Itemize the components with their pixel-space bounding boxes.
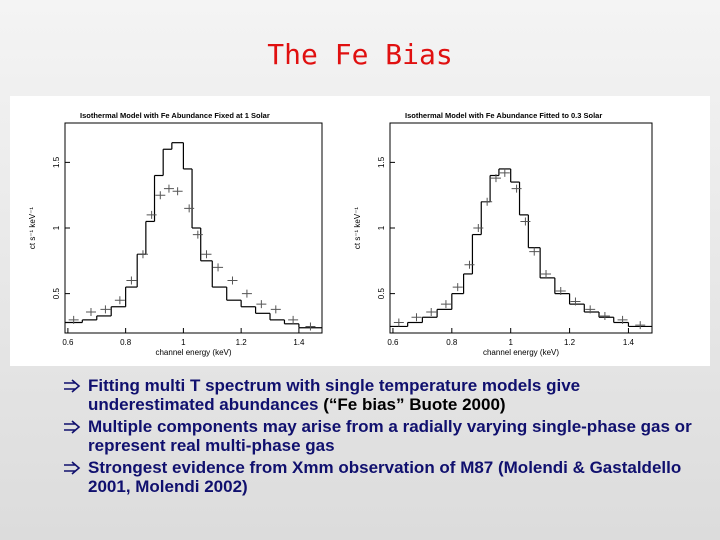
data-point <box>570 297 581 306</box>
data-point <box>635 321 646 330</box>
y-tick-label: 1 <box>52 225 61 230</box>
data-point <box>270 305 281 314</box>
data-point <box>529 247 540 256</box>
bullet: Strongest evidence from Xmm observation … <box>62 458 702 496</box>
data-point <box>126 276 137 285</box>
data-point <box>520 217 531 226</box>
data-point <box>617 315 628 324</box>
bullet-text: Strongest evidence from Xmm observation … <box>88 458 682 496</box>
data-point <box>137 250 148 259</box>
x-tick-label: 1.4 <box>293 338 305 347</box>
x-tick-label: 0.6 <box>62 338 74 347</box>
x-tick-label: 1.2 <box>564 338 576 347</box>
y-tick-label: 1 <box>377 225 386 230</box>
x-tick-label: 0.6 <box>387 338 399 347</box>
bullet-arrow <box>64 379 81 393</box>
y-tick-label: 1.5 <box>52 156 61 168</box>
bullet-arrow <box>64 461 81 475</box>
y-tick-label: 0.5 <box>52 288 61 300</box>
slide-title: The Fe Bias <box>267 38 453 71</box>
data-point <box>490 174 501 183</box>
data-point <box>146 210 157 219</box>
x-tick-label: 1.2 <box>236 338 248 347</box>
data-point <box>163 184 174 193</box>
data-point <box>213 263 224 272</box>
data-point <box>585 305 596 314</box>
data-point <box>288 315 299 324</box>
data-point <box>440 300 451 309</box>
data-point <box>426 308 437 316</box>
bullet-text: Multiple components may arise from a rad… <box>88 417 692 455</box>
data-point <box>464 260 475 269</box>
data-point <box>241 289 252 298</box>
x-axis-label: channel energy (keV) <box>483 348 559 357</box>
data-point <box>499 168 510 177</box>
x-tick-label: 1.4 <box>623 338 635 347</box>
chart-title: Isothermal Model with Fe Abundance Fitte… <box>405 111 602 120</box>
data-point <box>305 322 316 331</box>
bullet: Fitting multi T spectrum with single tem… <box>62 376 702 414</box>
x-tick-label: 0.8 <box>120 338 132 347</box>
y-tick-label: 0.5 <box>377 288 386 300</box>
data-point <box>256 300 267 309</box>
data-point <box>393 318 404 327</box>
data-point <box>473 224 484 232</box>
data-point <box>482 197 493 206</box>
data-point <box>201 250 212 259</box>
data-point <box>155 191 166 200</box>
data-point <box>68 315 79 324</box>
bullet-text: Fitting multi T spectrum with single tem… <box>88 376 581 414</box>
data-point <box>192 230 203 239</box>
x-axis-label: channel energy (keV) <box>155 348 231 357</box>
y-tick-label: 1.5 <box>377 156 386 168</box>
data-point <box>184 204 195 213</box>
data-point <box>555 287 566 295</box>
x-tick-label: 1 <box>181 338 186 347</box>
x-tick-label: 1 <box>508 338 513 347</box>
bullet-citation: (“Fe bias” Buote 2000) <box>323 395 506 414</box>
x-tick-label: 0.8 <box>446 338 458 347</box>
y-axis-label: ct s⁻¹ keV⁻¹ <box>353 207 362 250</box>
data-point <box>172 187 183 196</box>
chart-title: Isothermal Model with Fe Abundance Fixed… <box>80 111 270 120</box>
data-point <box>411 313 422 322</box>
data-point <box>541 269 552 278</box>
y-axis-label: ct s⁻¹ keV⁻¹ <box>28 207 37 250</box>
bullet-list: Fitting multi T spectrum with single tem… <box>62 376 702 499</box>
data-point <box>511 184 522 193</box>
data-point <box>100 305 111 314</box>
figure-panel <box>10 96 710 366</box>
data-point <box>85 308 96 316</box>
data-point <box>452 283 463 292</box>
data-point <box>227 276 238 285</box>
data-point <box>599 311 610 320</box>
data-point <box>114 296 125 305</box>
bullet-arrow <box>64 420 81 434</box>
bullet: Multiple components may arise from a rad… <box>62 417 702 455</box>
